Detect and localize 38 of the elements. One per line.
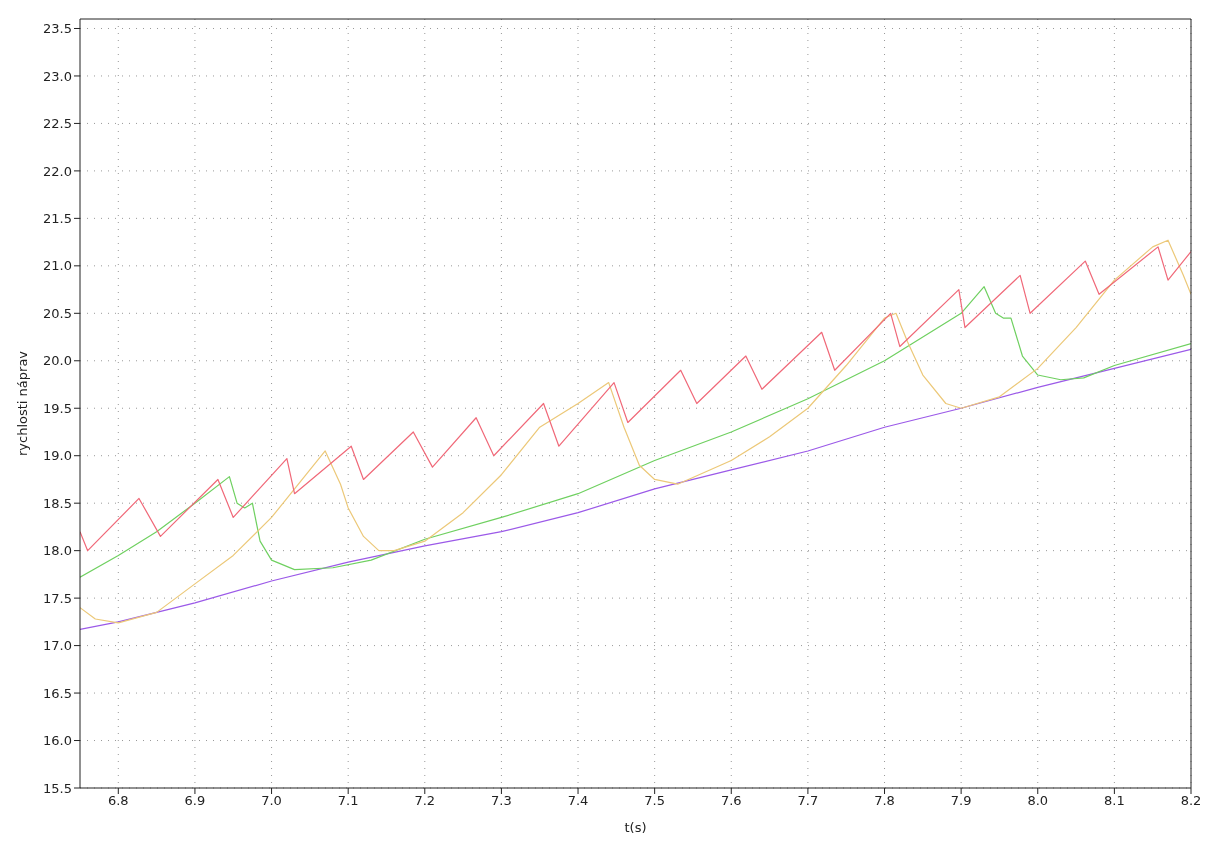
x-tick-label: 6.8 bbox=[107, 793, 129, 809]
y-tick-label: 20.0 bbox=[43, 353, 72, 369]
y-tick-label: 18.5 bbox=[43, 495, 72, 511]
y-tick-label: 19.5 bbox=[43, 400, 72, 416]
x-tick-label: 7.0 bbox=[261, 793, 282, 809]
line-series bbox=[80, 246, 1191, 552]
line-series bbox=[80, 239, 1191, 624]
y-tick-label: 19.0 bbox=[43, 448, 72, 464]
y-tick-label: 23.5 bbox=[43, 21, 72, 37]
y-tick-label: 21.5 bbox=[43, 210, 72, 226]
y-tick-label: 21.0 bbox=[43, 258, 72, 274]
y-tick-label: 16.0 bbox=[43, 733, 72, 749]
line-series bbox=[80, 348, 1191, 631]
x-tick-label: 7.2 bbox=[414, 793, 436, 809]
x-tick-label: 6.9 bbox=[184, 793, 206, 809]
x-tick-label: 7.8 bbox=[874, 793, 895, 809]
x-tick-label: 7.4 bbox=[567, 793, 589, 809]
x-tick-label: 7.6 bbox=[720, 793, 742, 809]
y-axis-title: rychlosti náprav bbox=[14, 350, 30, 457]
x-tick-label: 7.5 bbox=[644, 793, 665, 809]
y-tick-label: 15.5 bbox=[43, 780, 72, 796]
y-tick-label: 17.0 bbox=[43, 638, 72, 654]
line-series bbox=[80, 286, 1191, 578]
x-tick-label: 7.9 bbox=[950, 793, 972, 809]
x-tick-label: 7.7 bbox=[797, 793, 819, 809]
x-tick-label: 8.0 bbox=[1027, 793, 1049, 809]
y-tick-label: 20.5 bbox=[43, 305, 72, 321]
y-tick-label: 22.5 bbox=[43, 116, 72, 132]
x-axis-title: t(s) bbox=[624, 820, 647, 835]
y-tick-label: 18.0 bbox=[43, 543, 72, 559]
y-tick-label: 17.5 bbox=[43, 590, 72, 606]
y-tick-label: 23.0 bbox=[43, 68, 72, 84]
x-tick-label: 7.3 bbox=[491, 793, 512, 809]
x-tick-label: 8.2 bbox=[1180, 793, 1202, 809]
y-tick-label: 22.0 bbox=[43, 163, 72, 179]
x-tick-label: 8.1 bbox=[1104, 793, 1125, 809]
y-tick-label: 16.5 bbox=[43, 685, 72, 701]
x-tick-label: 7.1 bbox=[337, 793, 359, 809]
